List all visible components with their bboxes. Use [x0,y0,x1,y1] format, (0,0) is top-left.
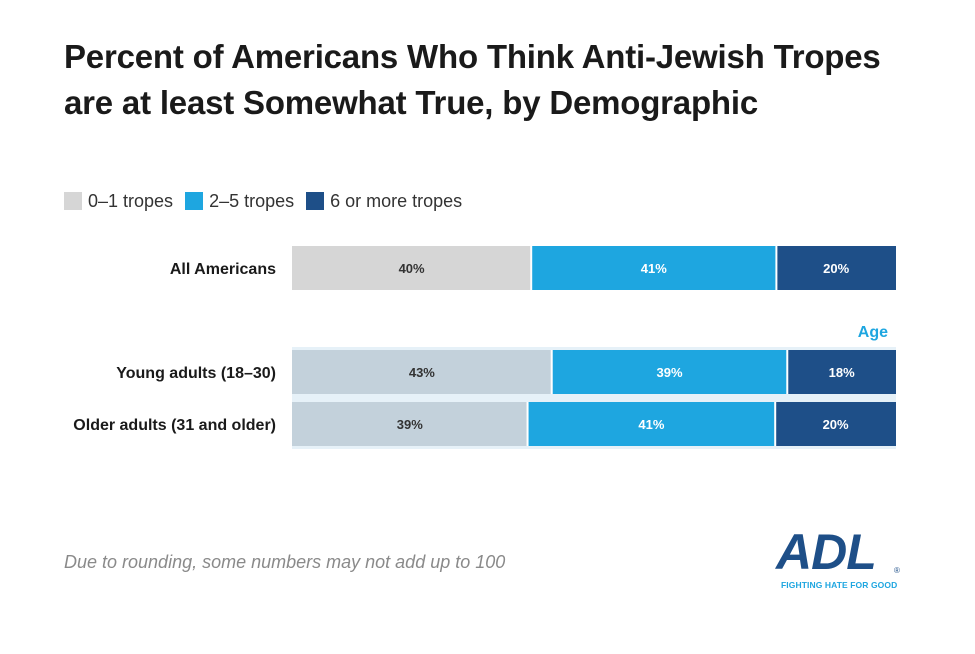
bar-row-2-2-5-tropes [527,402,776,446]
legend-item-2-5-tropes: 2–5 tropes [185,191,294,212]
legend-swatch-0-1-tropes [64,192,82,210]
legend-label-2-5-tropes: 2–5 tropes [209,190,295,211]
logo-wordmark: ADL [776,524,877,580]
data-label-row-0-0-1-tropes: 40% [399,261,425,276]
data-label-row-2-0-1-tropes: 39% [397,417,423,432]
category-label-row-0: All Americans [170,261,276,278]
data-label-row-1-2-5-tropes: 39% [656,365,682,380]
data-label-row-1-6-plus-tropes: 18% [829,365,855,380]
legend-swatch-6-plus-tropes [306,192,325,210]
bar-row-1-0-1-tropes [292,350,552,394]
bar-row-1-2-5-tropes [551,350,788,394]
data-label-row-2-2-5-tropes: 41% [638,417,664,432]
category-label-row-1: Young adults (18–30) [116,365,276,382]
chart-title: Percent of Americans Who Think Anti-Jewi… [64,38,881,121]
data-label-row-1-0-1-tropes: 43% [409,365,435,380]
bar-row-2-0-1-tropes [292,402,528,446]
data-label-row-0-2-5-tropes: 41% [641,261,667,276]
bar-row-0-6-plus-tropes [776,246,896,290]
legend-label-0-1-tropes: 0–1 tropes [88,190,174,211]
registered-mark: ® [894,566,900,575]
group-header-age: Age [858,324,888,341]
legend: 0–1 tropes 2–5 tropes 6 or more tropes [64,190,474,212]
legend-item-0-1-tropes: 0–1 tropes [64,191,173,212]
legend-item-6-plus-tropes: 6 or more tropes [306,191,462,212]
data-label-row-2-6-plus-tropes: 20% [823,417,849,432]
bar-row-0-0-1-tropes [292,246,532,290]
category-label-row-2: Older adults (31 and older) [73,417,276,434]
footnote: Due to rounding, some numbers may not ad… [64,552,506,572]
bar-row-0-2-5-tropes [531,246,777,290]
data-label-row-0-6-plus-tropes: 20% [823,261,849,276]
logo-tagline: FIGHTING HATE FOR GOOD [781,580,898,590]
legend-label-6-plus-tropes: 6 or more tropes [330,190,463,211]
adl-logo: ADL FIGHTING HATE FOR GOOD ® [776,524,906,592]
bar-row-2-6-plus-tropes [775,402,896,446]
legend-swatch-2-5-tropes [185,192,204,210]
bar-row-1-6-plus-tropes [787,350,896,394]
